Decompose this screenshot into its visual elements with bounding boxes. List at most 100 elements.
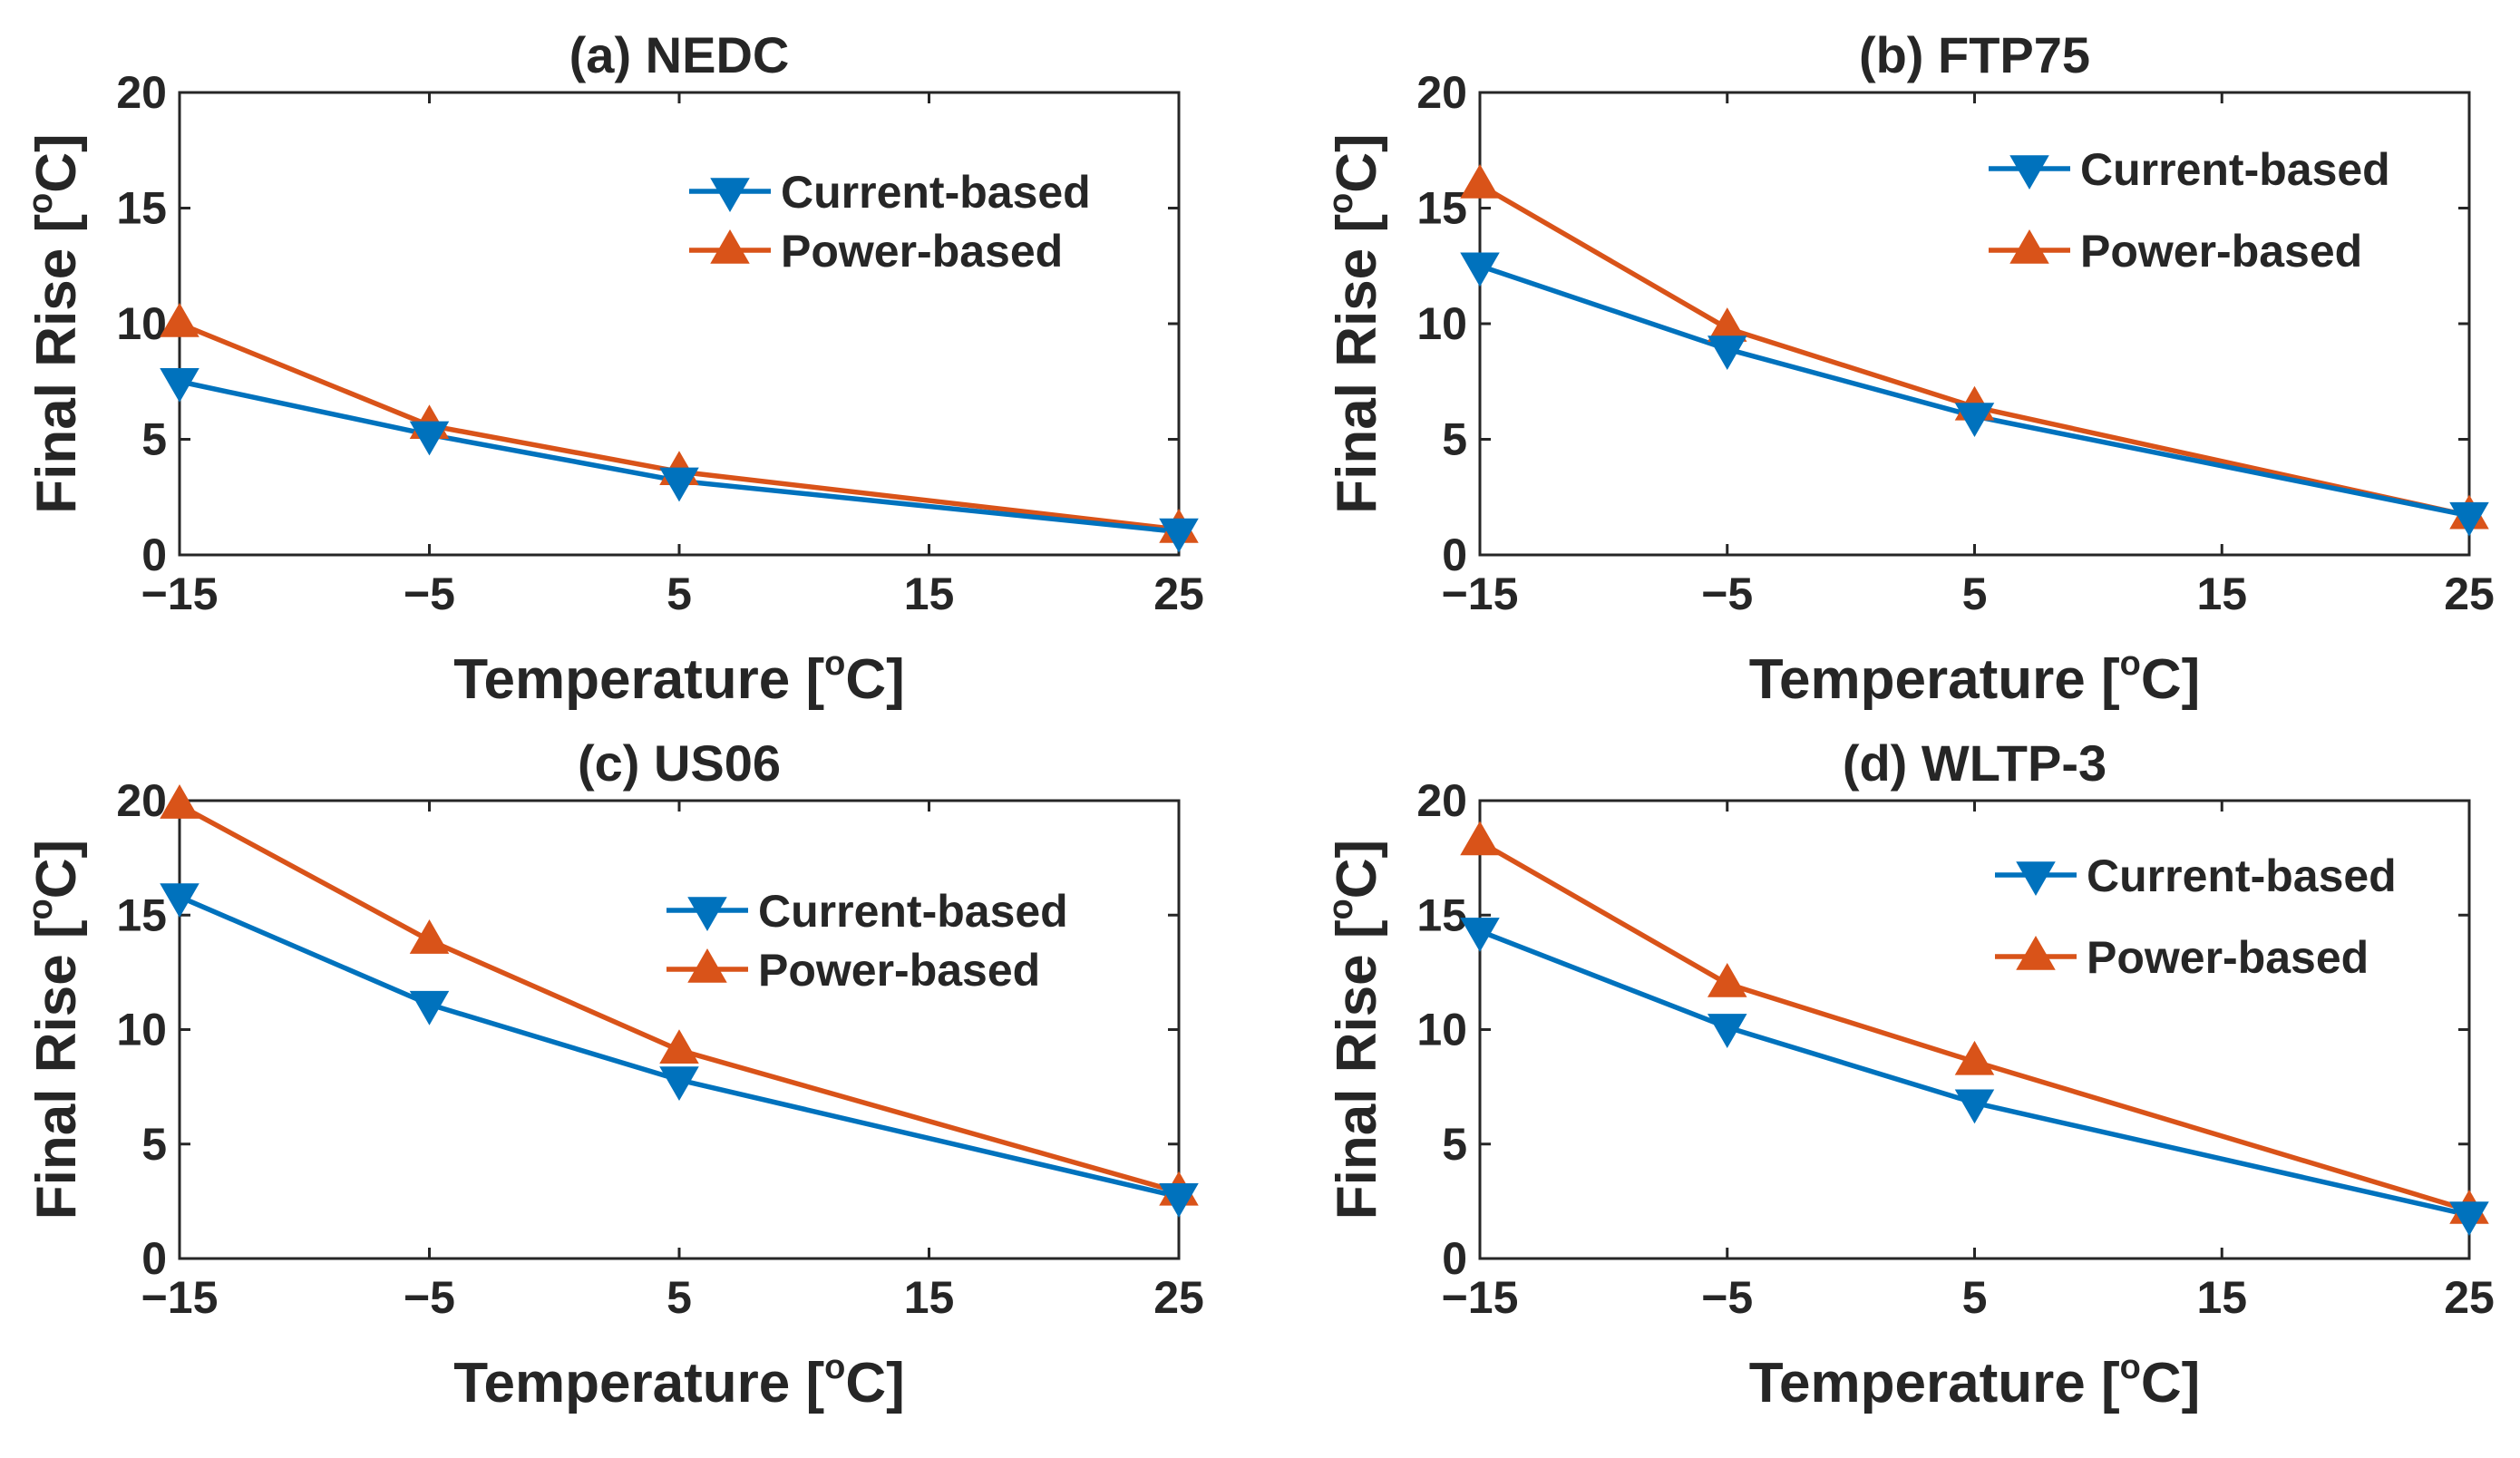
legend-power-marker xyxy=(710,228,750,264)
y-axis-label: Final Rise [oC] xyxy=(1322,840,1388,1220)
y-tick-label: 10 xyxy=(1416,298,1467,349)
current-basedline xyxy=(1479,928,2470,1218)
x-tick-label: −5 xyxy=(404,1272,455,1323)
current-point xyxy=(1159,518,1199,553)
current-basedline xyxy=(179,379,1180,535)
x-axis-label: Temperature [oC] xyxy=(453,1348,904,1414)
power-point xyxy=(1460,821,1500,856)
x-tick-label: 15 xyxy=(904,569,955,619)
power-point xyxy=(409,919,450,954)
legend: Current-based Power-based xyxy=(1989,144,2390,277)
y-axis-label: Final Rise [oC] xyxy=(22,133,88,513)
x-tick-label: −5 xyxy=(1701,569,1753,619)
x-tick-label: 15 xyxy=(2196,569,2247,619)
legend-power-marker xyxy=(2009,228,2049,264)
x-tick-label: 15 xyxy=(904,1272,955,1323)
current-point xyxy=(160,367,199,403)
legend: Current-based Power-based xyxy=(1995,850,2397,983)
chart-panel-3: (c) US06 0 5 10 15 20 −15 −5 5 15 25 Temperature [o… xyxy=(22,734,1204,1414)
current-point xyxy=(1954,403,1995,438)
legend-label: Power-based xyxy=(2080,226,2362,277)
legend-current-marker xyxy=(2009,155,2049,190)
y-tick-label: 20 xyxy=(116,67,167,118)
y-tick-label: 20 xyxy=(1416,775,1467,826)
x-tick-label: 25 xyxy=(2444,1272,2495,1323)
x-tick-label: 5 xyxy=(666,569,692,619)
x-tick-label: 5 xyxy=(1962,1272,1988,1323)
x-tick-label: −15 xyxy=(141,1272,219,1323)
legend-current-marker xyxy=(710,178,750,213)
y-tick-label: 15 xyxy=(116,183,167,234)
legend-label: Current-based xyxy=(781,167,1091,218)
current-point xyxy=(1707,335,1747,371)
chart-panel-4: (d) WLTP-3 0 5 10 15 20 −15 −5 5 15 25 Temperature … xyxy=(1322,734,2495,1414)
current-point xyxy=(409,990,450,1025)
x-tick-label: 25 xyxy=(1153,1272,1204,1323)
y-tick-label: 5 xyxy=(1442,1119,1467,1170)
y-tick-label: 15 xyxy=(116,889,167,940)
current-point xyxy=(659,1066,699,1102)
y-tick-label: 0 xyxy=(1442,530,1467,580)
current-point xyxy=(2449,501,2489,537)
x-axis-label: Temperature [oC] xyxy=(453,645,904,711)
legend-current-marker xyxy=(687,897,727,932)
power-basedline xyxy=(178,321,1180,532)
x-tick-label: 5 xyxy=(666,1272,692,1323)
current-point xyxy=(1460,252,1500,287)
x-tick-label: 5 xyxy=(1962,569,1988,619)
current-point xyxy=(659,467,699,502)
y-tick-label: 0 xyxy=(1442,1233,1467,1284)
chart-panel-2: (b) FTP75 0 5 10 15 20 −15 −5 5 15 25 Temperature [… xyxy=(1322,26,2495,711)
current-point xyxy=(2449,1201,2489,1237)
legend-label: Current-based xyxy=(758,886,1068,937)
legend-power-marker xyxy=(2016,935,2056,970)
legend-label: Power-based xyxy=(2087,932,2369,983)
chart-title: (a) NEDC xyxy=(569,26,790,83)
current-point xyxy=(160,883,199,919)
legend-label: Power-based xyxy=(781,226,1063,277)
x-tick-label: 25 xyxy=(1153,569,1204,619)
y-tick-label: 15 xyxy=(1416,889,1467,940)
y-tick-label: 10 xyxy=(116,1005,167,1055)
current-basedline xyxy=(178,894,1180,1200)
y-axis-label: Final Rise [oC] xyxy=(1322,133,1388,513)
x-tick-label: −15 xyxy=(1442,569,1519,619)
legend-label: Power-based xyxy=(758,945,1040,996)
current-point xyxy=(1159,1183,1199,1218)
x-tick-label: −15 xyxy=(141,569,219,619)
power-point xyxy=(1707,962,1747,997)
power-point xyxy=(1460,163,1500,199)
current-basedline xyxy=(1479,263,2470,519)
x-tick-label: −5 xyxy=(1701,1272,1753,1323)
x-axis-label: Temperature [oC] xyxy=(1749,645,2200,711)
power-point xyxy=(659,1029,699,1064)
legend: Current-based Power-based xyxy=(689,167,1091,277)
legend: Current-based Power-based xyxy=(666,886,1068,996)
y-tick-label: 15 xyxy=(1416,183,1467,234)
legend-label: Current-based xyxy=(2087,850,2397,901)
chart-panel-1: (a) NEDC 0 5 10 15 20 −15 −5 5 15 25 Temperature [o… xyxy=(22,26,1204,711)
current-point xyxy=(1460,918,1500,952)
chart-title: (c) US06 xyxy=(578,734,781,792)
power-point xyxy=(1954,1040,1995,1075)
current-point xyxy=(409,421,450,456)
y-tick-label: 10 xyxy=(1416,1005,1467,1055)
power-basedline xyxy=(1478,840,2470,1213)
chart-title: (b) FTP75 xyxy=(1859,26,2090,83)
chart-title: (d) WLTP-3 xyxy=(1843,734,2106,792)
power-basedline xyxy=(178,802,1180,1195)
y-tick-label: 5 xyxy=(141,1119,167,1170)
y-axis-label: Final Rise [oC] xyxy=(22,840,88,1220)
y-tick-label: 0 xyxy=(141,1233,167,1284)
power-point xyxy=(160,784,199,819)
power-point xyxy=(160,302,199,337)
current-point xyxy=(1707,1014,1747,1048)
x-tick-label: −15 xyxy=(1442,1272,1519,1323)
legend-current-marker xyxy=(2016,861,2056,897)
legend-label: Current-based xyxy=(2080,144,2390,195)
y-tick-label: 20 xyxy=(1416,67,1467,118)
x-tick-label: 15 xyxy=(2196,1272,2247,1323)
legend-power-marker xyxy=(687,948,727,983)
y-tick-label: 0 xyxy=(141,530,167,580)
